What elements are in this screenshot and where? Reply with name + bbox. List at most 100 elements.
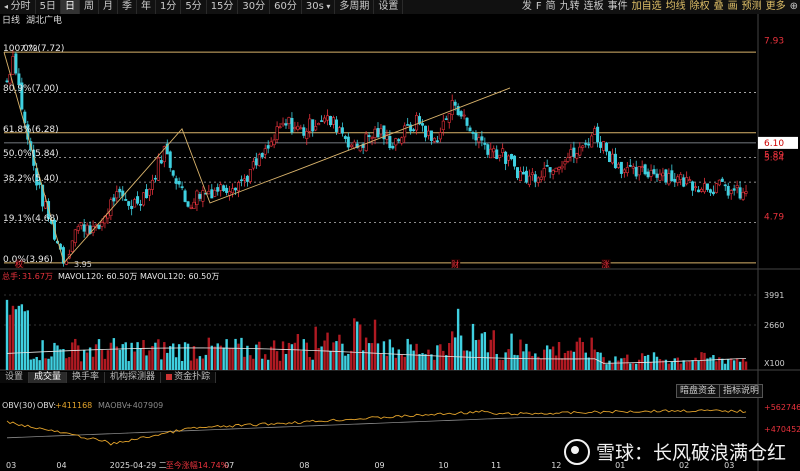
- tool-button-6[interactable]: 加自选: [631, 1, 662, 12]
- chart-area[interactable]: 日线 湖北广电 7.93 5.895.84 4.79 6.10 7.72 3.95 权 财 涨总手:…: [0, 14, 800, 471]
- tool-button-11[interactable]: 预测: [741, 1, 762, 12]
- volume-bar: [201, 358, 205, 370]
- volume-bar: [329, 351, 332, 370]
- period-tab-label: 5分: [185, 1, 202, 12]
- period-tab-10[interactable]: 30分: [238, 0, 271, 14]
- candle-down: [14, 53, 18, 74]
- pane-tab-2[interactable]: 换手率: [67, 372, 106, 383]
- volume-bar: [688, 360, 691, 370]
- volume-bar: [724, 363, 727, 370]
- candle-down: [664, 169, 668, 183]
- tool-button-1[interactable]: F: [535, 1, 542, 12]
- pane-tab-3[interactable]: 机构探测器: [105, 372, 162, 383]
- period-tab-9[interactable]: 15分: [207, 0, 239, 14]
- volume-bar: [581, 342, 584, 370]
- volume-bar: [608, 360, 611, 370]
- indicator-help-button[interactable]: 指标说明: [719, 384, 764, 398]
- candle-down: [412, 129, 416, 132]
- candle-up: [622, 169, 626, 173]
- volume-bar: [118, 349, 121, 370]
- candle-down: [435, 140, 439, 143]
- date-label: 11: [491, 461, 501, 470]
- volume-bar: [474, 340, 478, 370]
- tool-button-9[interactable]: 叠: [713, 1, 724, 12]
- candle-down: [711, 191, 715, 195]
- candle-up: [625, 167, 629, 174]
- tool-button-7[interactable]: 均线: [665, 1, 686, 12]
- volume-bar: [207, 337, 211, 370]
- tool-button-8[interactable]: 除权: [689, 1, 710, 12]
- volume-bar: [347, 353, 350, 370]
- candle-down: [515, 167, 519, 179]
- volume-bar: [442, 350, 445, 370]
- candle-up: [195, 190, 199, 205]
- period-tab-1[interactable]: 5日: [36, 0, 61, 14]
- period-tab-0[interactable]: ◂ 分时: [0, 0, 36, 14]
- candle-up: [133, 199, 137, 208]
- volume-bar: [626, 354, 629, 370]
- volume-bar: [154, 342, 157, 370]
- period-tab-14[interactable]: 设置: [374, 0, 404, 14]
- tool-button-4[interactable]: 连板: [583, 1, 604, 12]
- fib-level-label: 0.0%(3.96): [3, 254, 53, 265]
- tool-button-0[interactable]: 发: [521, 1, 532, 12]
- volume-bar: [658, 359, 662, 370]
- date-label: 02: [679, 461, 689, 470]
- candle-up: [700, 188, 704, 192]
- tool-button-2[interactable]: 简: [545, 1, 556, 12]
- candle-up: [394, 138, 398, 146]
- tool-button-10[interactable]: 画: [727, 1, 738, 12]
- volume-bar: [673, 358, 676, 370]
- volume-bar: [299, 350, 303, 370]
- volume-bar: [195, 358, 199, 370]
- period-tab-7[interactable]: 1分: [156, 0, 182, 14]
- volume-bar: [400, 354, 403, 370]
- period-tab-4[interactable]: 月: [99, 0, 118, 14]
- volume-bar: [210, 345, 213, 370]
- period-tab-8[interactable]: 5分: [181, 0, 207, 14]
- period-tab-label: 1分: [159, 1, 177, 12]
- date-label: 12: [551, 461, 561, 470]
- period-tab-3[interactable]: 周: [80, 0, 99, 14]
- candle-down: [127, 201, 131, 206]
- volume-bar: [593, 349, 596, 370]
- period-tab-2[interactable]: 日: [60, 0, 80, 14]
- period-tab-12[interactable]: 30s ▾: [302, 0, 336, 14]
- candle-up: [590, 135, 594, 148]
- pane-tab-1[interactable]: 成交量: [29, 372, 68, 383]
- event-marker-bg: [451, 259, 461, 268]
- period-tab-6[interactable]: 年: [137, 0, 156, 14]
- fib-level-label: 80.9%(7.00): [3, 84, 59, 95]
- obv-label: OBV:: [37, 401, 56, 410]
- candle-up: [11, 56, 15, 75]
- candle-up: [501, 148, 505, 153]
- pane-tab-0[interactable]: 设置: [0, 372, 30, 383]
- candle-down: [646, 171, 650, 178]
- candle-down: [474, 133, 478, 141]
- tool-button-3[interactable]: 九转: [559, 1, 580, 12]
- fib-level-label: 100.0%(7.72): [3, 44, 65, 55]
- volume-bar: [85, 352, 89, 370]
- candle-up: [278, 126, 282, 129]
- tool-button-5[interactable]: 事件: [607, 1, 628, 12]
- volume-bar: [715, 361, 718, 370]
- volume-bar: [537, 356, 540, 370]
- settings-gear-icon[interactable]: ⊕: [789, 1, 798, 12]
- candle-up: [536, 177, 540, 183]
- period-tab-5[interactable]: 季: [118, 0, 137, 14]
- pane-tab-4[interactable]: 资金扑踪: [161, 372, 217, 383]
- candle-down: [38, 181, 42, 185]
- volume-bar: [53, 342, 56, 370]
- period-tab-13[interactable]: 多周期: [335, 0, 375, 14]
- candle-up: [661, 172, 665, 177]
- price-axis-label: 7.93: [764, 36, 784, 46]
- candle-up: [269, 141, 273, 147]
- candle-down: [367, 135, 371, 137]
- volume-bar: [584, 352, 587, 370]
- dark-pool-button[interactable]: 暗盘资金: [676, 384, 721, 398]
- volume-bar: [341, 343, 344, 370]
- period-tab-11[interactable]: 60分: [270, 0, 302, 14]
- tool-button-12[interactable]: 更多: [765, 1, 786, 12]
- volume-bar: [560, 358, 564, 370]
- period-tab-label: 30s: [305, 1, 324, 12]
